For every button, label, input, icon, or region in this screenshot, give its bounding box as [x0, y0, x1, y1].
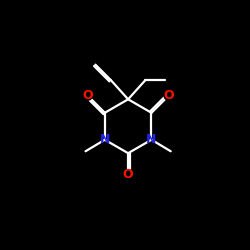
Circle shape — [123, 170, 133, 179]
Text: O: O — [123, 168, 134, 181]
Text: N: N — [146, 133, 157, 146]
Circle shape — [83, 91, 92, 100]
Circle shape — [164, 91, 173, 100]
Text: O: O — [82, 89, 93, 102]
Text: O: O — [164, 89, 174, 102]
Text: N: N — [100, 133, 110, 146]
